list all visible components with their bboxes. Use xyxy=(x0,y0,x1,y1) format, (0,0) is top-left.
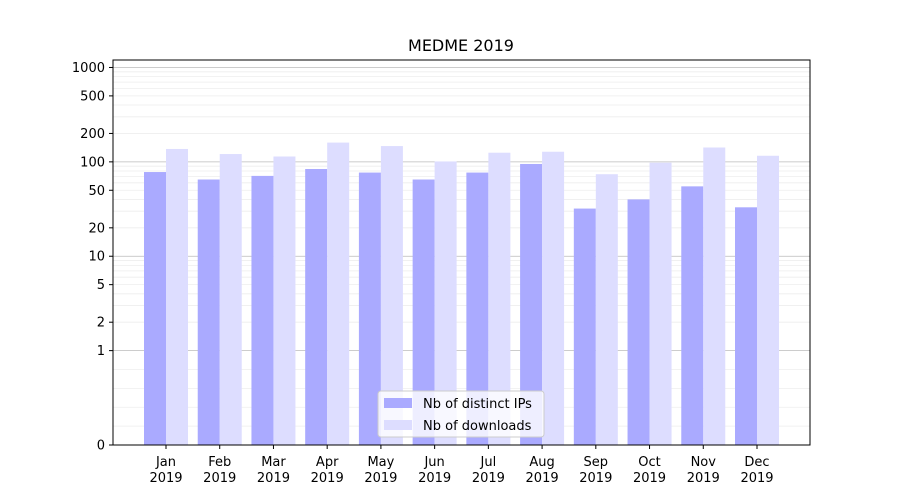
x-axis: Jan2019Feb2019Mar2019Apr2019May2019Jun20… xyxy=(149,445,774,486)
plot-frame xyxy=(112,59,811,446)
bars xyxy=(144,142,779,446)
bar xyxy=(166,148,188,445)
bar xyxy=(305,169,328,445)
y-tick-label: 1000 xyxy=(72,61,105,76)
bar xyxy=(542,151,565,446)
bar xyxy=(358,172,381,445)
y-tick-label: 5 xyxy=(97,278,105,293)
x-tick-label: Oct xyxy=(638,455,660,470)
bar xyxy=(412,179,435,445)
x-tick-label: Aug xyxy=(529,455,554,470)
bar xyxy=(595,174,618,445)
bar xyxy=(144,172,166,445)
chart-title: MEDME 2019 xyxy=(408,36,514,55)
bar xyxy=(703,147,726,445)
x-tick-label: Jan xyxy=(155,455,176,470)
y-tick-label: 0 xyxy=(97,439,105,454)
legend-box xyxy=(377,390,545,438)
x-tick-label: Sep xyxy=(584,455,609,470)
x-tick-label: 2019 xyxy=(311,471,344,486)
legend-label-downloads: Nb of downloads xyxy=(423,419,532,434)
legend-swatch-downloads xyxy=(384,420,412,430)
x-tick-label: Jun xyxy=(423,455,444,470)
x-tick-label: Dec xyxy=(744,455,769,470)
bar xyxy=(573,208,596,445)
y-tick-label: 10 xyxy=(88,250,105,265)
y-axis: 0 1 2 5 10 20 50 100 200 500 1000 xyxy=(72,61,113,454)
x-tick-label: 2019 xyxy=(149,471,182,486)
x-tick-label: 2019 xyxy=(364,471,397,486)
x-tick-label: May xyxy=(367,455,394,470)
bar xyxy=(273,156,296,445)
bar xyxy=(380,146,403,446)
x-tick-label: Feb xyxy=(208,455,231,470)
bar xyxy=(434,161,457,445)
y-tick-label: 500 xyxy=(80,89,105,104)
x-tick-label: Jul xyxy=(480,455,497,470)
bar xyxy=(627,199,650,445)
x-tick-label: 2019 xyxy=(526,471,559,486)
x-tick-label: 2019 xyxy=(257,471,290,486)
bar xyxy=(681,186,704,445)
x-tick-label: 2019 xyxy=(740,471,773,486)
legend-swatch-distinct-ips xyxy=(384,398,412,408)
x-tick-label: 2019 xyxy=(633,471,666,486)
legend: Nb of distinct IPs Nb of downloads xyxy=(377,390,545,438)
bar xyxy=(757,155,779,445)
bar xyxy=(649,162,672,445)
x-tick-label: 2019 xyxy=(418,471,451,486)
legend-label-distinct-ips: Nb of distinct IPs xyxy=(423,397,532,412)
bar xyxy=(219,154,242,446)
x-tick-label: Nov xyxy=(691,455,717,470)
x-tick-label: Apr xyxy=(316,455,339,470)
x-tick-label: Mar xyxy=(261,455,286,470)
y-tick-label: 20 xyxy=(88,221,105,236)
bar xyxy=(466,172,489,445)
x-tick-label: 2019 xyxy=(203,471,236,486)
bar xyxy=(520,163,543,445)
bar xyxy=(735,207,757,445)
bar xyxy=(327,142,350,445)
bar xyxy=(197,179,220,445)
y-tick-label: 2 xyxy=(97,316,105,331)
y-tick-label: 1 xyxy=(97,344,105,359)
x-tick-label: 2019 xyxy=(579,471,612,486)
y-tick-label: 100 xyxy=(80,155,105,170)
y-tick-label: 200 xyxy=(80,127,105,142)
y-tick-label: 50 xyxy=(88,184,105,199)
bar xyxy=(251,175,274,445)
x-tick-label: 2019 xyxy=(472,471,505,486)
bar xyxy=(488,152,511,445)
x-tick-label: 2019 xyxy=(687,471,720,486)
